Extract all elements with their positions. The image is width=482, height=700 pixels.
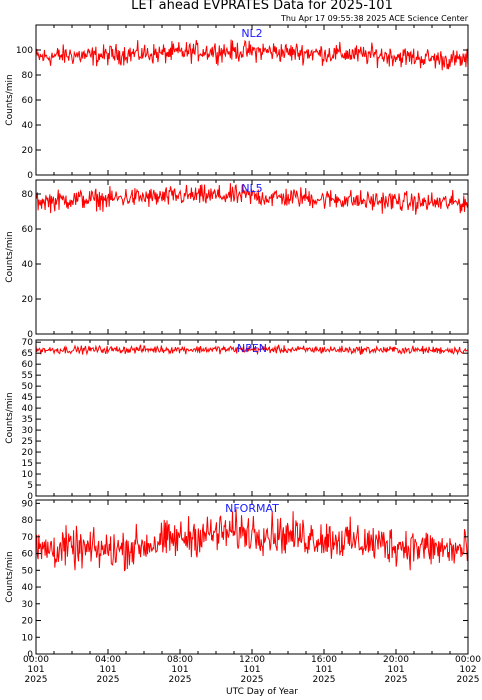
y-tick-label: 90 bbox=[22, 499, 34, 509]
y-tick-label: 5 bbox=[27, 481, 33, 491]
panel-label: NL2 bbox=[241, 27, 262, 40]
y-tick-label: 60 bbox=[22, 96, 34, 106]
y-tick-label: 40 bbox=[22, 404, 34, 414]
panel-nformat: 0 10 20 30 40 50 60 70 80 90 Counts/min NFORMAT bbox=[5, 499, 469, 660]
x-axis-title: UTC Day of Year bbox=[226, 687, 298, 697]
y-tick-label: 30 bbox=[22, 426, 34, 436]
series-line-npen bbox=[35, 344, 469, 356]
chart-timestamp: Thu Apr 17 09:55:38 2025 ACE Science Cen… bbox=[280, 14, 469, 23]
x-tick-label-doy: 101 bbox=[27, 665, 44, 675]
y-tick-label: 100 bbox=[16, 46, 33, 56]
y-tick-label: 60 bbox=[22, 550, 34, 560]
y-tick-label: 80 bbox=[22, 190, 34, 200]
panel-label: NFORMAT bbox=[225, 502, 279, 515]
y-tick-label: 30 bbox=[22, 600, 34, 610]
panel-nl5: 0 20 40 60 80 Counts/min NL5 bbox=[5, 179, 469, 340]
panel-nl2: 0 20 40 60 80 100 Counts/min NL2 bbox=[5, 24, 469, 181]
series-line-nl5 bbox=[35, 183, 469, 215]
x-tick-label-time: 00:00 bbox=[455, 655, 481, 665]
series-line-nformat bbox=[35, 509, 469, 572]
y-tick-label: 45 bbox=[22, 393, 33, 403]
y-tick-label: 80 bbox=[22, 71, 34, 81]
y-tick-label: 20 bbox=[22, 448, 34, 458]
y-tick-label: 40 bbox=[22, 121, 34, 131]
y-tick-label: 0 bbox=[27, 650, 33, 660]
x-tick-label-doy: 101 bbox=[99, 665, 116, 675]
y-tick-label: 20 bbox=[22, 617, 34, 627]
chart-title: LET ahead EVPRATES Data for 2025-101 bbox=[131, 0, 393, 13]
series-line-nl2 bbox=[35, 39, 469, 71]
plot-frame bbox=[35, 24, 469, 176]
y-axis-title: Counts/min bbox=[5, 392, 15, 443]
x-tick-label-year: 2025 bbox=[169, 675, 192, 685]
x-tick-label-year: 2025 bbox=[457, 675, 480, 685]
plot-frame bbox=[35, 499, 469, 655]
y-tick-label: 25 bbox=[22, 437, 33, 447]
x-tick-label-time: 16:00 bbox=[311, 655, 337, 665]
x-tick-label-doy: 101 bbox=[243, 665, 260, 675]
y-tick-label: 20 bbox=[22, 146, 34, 156]
x-tick-label-doy: 101 bbox=[171, 665, 188, 675]
panel-label: NPEN bbox=[237, 342, 267, 355]
y-axis-title: Counts/min bbox=[5, 74, 15, 125]
x-tick-label-doy: 101 bbox=[387, 665, 404, 675]
y-tick-label: 0 bbox=[27, 171, 33, 181]
y-tick-label: 0 bbox=[27, 492, 33, 502]
x-tick-label-time: 12:00 bbox=[239, 655, 265, 665]
panel-label: NL5 bbox=[241, 182, 262, 195]
x-tick-label-time: 00:00 bbox=[23, 655, 49, 665]
y-tick-label: 40 bbox=[22, 260, 34, 270]
y-tick-label: 70 bbox=[22, 338, 34, 348]
y-tick-label: 15 bbox=[22, 459, 33, 469]
x-tick-label-time: 04:00 bbox=[95, 655, 121, 665]
y-tick-label: 0 bbox=[27, 330, 33, 340]
y-tick-label: 60 bbox=[22, 225, 34, 235]
y-tick-label: 60 bbox=[22, 360, 34, 370]
y-axis-title: Counts/min bbox=[5, 551, 15, 602]
y-tick-label: 70 bbox=[22, 533, 34, 543]
x-tick-label-year: 2025 bbox=[25, 675, 48, 685]
x-tick-label-time: 20:00 bbox=[383, 655, 409, 665]
x-tick-label-year: 2025 bbox=[313, 675, 336, 685]
x-tick-label-year: 2025 bbox=[97, 675, 120, 685]
y-tick-label: 65 bbox=[22, 349, 33, 359]
y-tick-label: 50 bbox=[22, 382, 34, 392]
y-tick-label: 40 bbox=[22, 583, 34, 593]
x-tick-label-year: 2025 bbox=[385, 675, 408, 685]
x-tick-label-year: 2025 bbox=[241, 675, 264, 685]
y-tick-label: 35 bbox=[22, 415, 33, 425]
y-tick-label: 10 bbox=[22, 633, 34, 643]
y-axis-title: Counts/min bbox=[5, 231, 15, 282]
plot-frame bbox=[35, 339, 469, 497]
y-tick-label: 10 bbox=[22, 470, 34, 480]
x-tick-label-doy: 101 bbox=[315, 665, 332, 675]
y-tick-label: 50 bbox=[22, 566, 34, 576]
y-tick-label: 20 bbox=[22, 295, 34, 305]
y-tick-label: 55 bbox=[22, 371, 33, 381]
x-tick-label-time: 08:00 bbox=[167, 655, 193, 665]
x-tick-label-doy: 102 bbox=[459, 665, 476, 675]
y-tick-label: 80 bbox=[22, 516, 34, 526]
